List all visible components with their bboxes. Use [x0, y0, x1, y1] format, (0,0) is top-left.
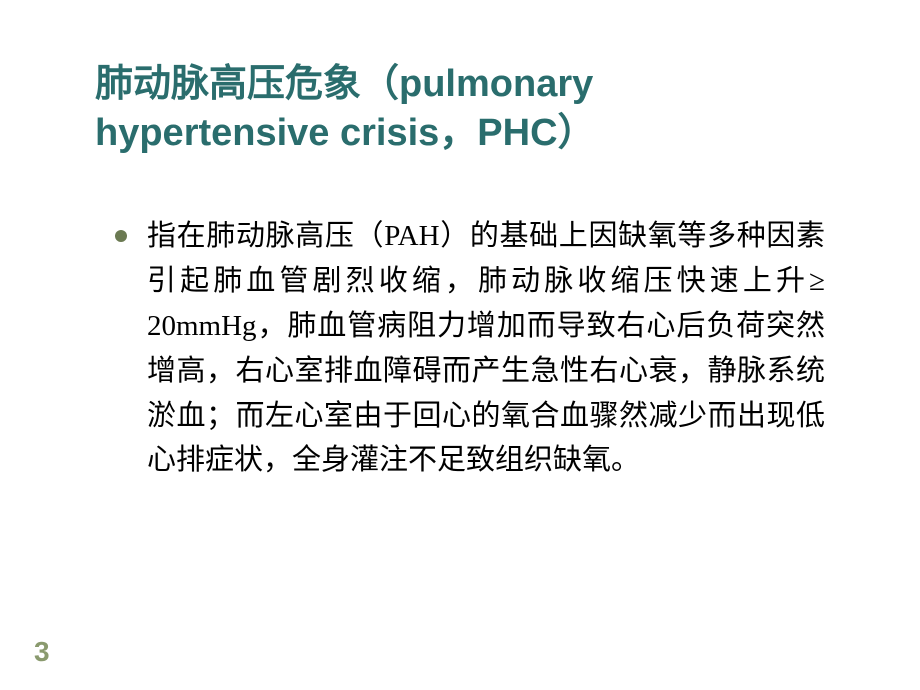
slide-container: 肺动脉高压危象（pulmonary hypertensive crisis，PH… [0, 0, 920, 690]
bullet-marker-icon [115, 230, 127, 242]
slide-content: 指在肺动脉高压（PAH）的基础上因缺氧等多种因素引起肺血管剧烈收缩，肺动脉收缩压… [95, 214, 825, 484]
page-number: 3 [34, 636, 50, 668]
slide-title: 肺动脉高压危象（pulmonary hypertensive crisis，PH… [95, 60, 825, 159]
bullet-item: 指在肺动脉高压（PAH）的基础上因缺氧等多种因素引起肺血管剧烈收缩，肺动脉收缩压… [115, 214, 825, 484]
bullet-text: 指在肺动脉高压（PAH）的基础上因缺氧等多种因素引起肺血管剧烈收缩，肺动脉收缩压… [147, 214, 825, 484]
